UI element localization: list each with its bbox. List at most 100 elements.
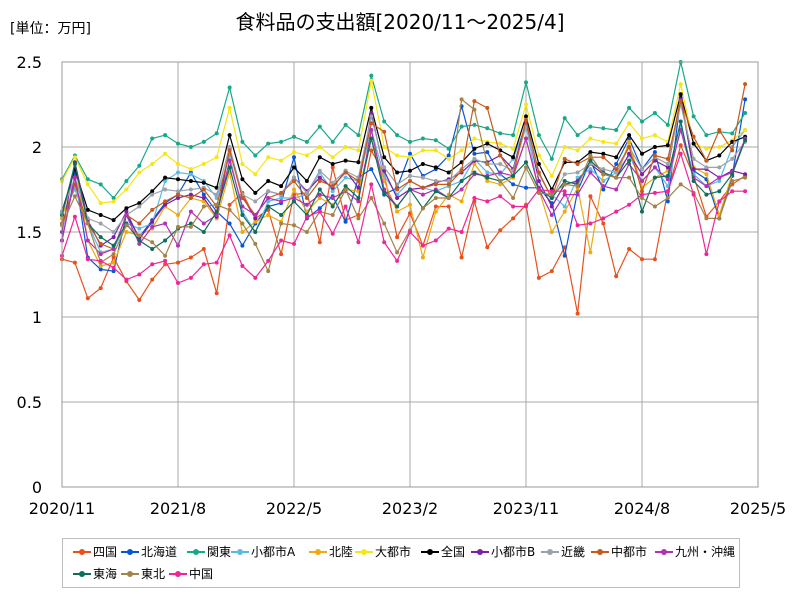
data-point xyxy=(176,189,180,194)
data-point xyxy=(665,143,670,148)
legend-label: 中国 xyxy=(189,567,214,581)
data-point xyxy=(240,204,245,209)
data-point xyxy=(627,175,632,180)
series-6 xyxy=(60,92,748,223)
data-point xyxy=(717,189,722,194)
data-point xyxy=(485,245,490,250)
data-point xyxy=(150,262,155,267)
data-point xyxy=(111,247,116,251)
data-point xyxy=(717,165,722,170)
data-point xyxy=(665,173,670,178)
data-point xyxy=(652,257,657,262)
data-point xyxy=(395,153,400,158)
data-point xyxy=(369,121,374,126)
data-point xyxy=(317,124,322,129)
series-line xyxy=(61,104,746,233)
data-point xyxy=(150,219,155,224)
data-point xyxy=(98,235,103,240)
data-point xyxy=(536,275,541,280)
data-point xyxy=(459,168,464,173)
legend-label: 北陸 xyxy=(329,545,354,559)
data-point xyxy=(240,196,245,200)
data-point xyxy=(420,185,425,190)
data-point xyxy=(446,182,451,187)
data-point xyxy=(640,119,644,124)
data-point xyxy=(601,151,606,156)
data-point xyxy=(382,119,387,124)
data-point xyxy=(601,184,606,189)
data-point xyxy=(317,155,322,160)
data-point xyxy=(614,167,619,172)
data-point xyxy=(665,177,670,182)
data-point xyxy=(408,168,412,173)
data-point xyxy=(356,196,361,200)
data-point xyxy=(150,277,155,282)
data-point xyxy=(279,252,284,257)
data-point xyxy=(498,228,503,233)
data-point xyxy=(614,162,619,166)
data-point xyxy=(511,204,516,209)
plot-frame xyxy=(61,61,759,488)
data-point xyxy=(382,168,387,173)
data-point xyxy=(446,170,451,175)
data-point xyxy=(614,175,619,180)
data-point xyxy=(743,128,748,132)
data-point xyxy=(743,97,748,102)
data-point xyxy=(588,153,593,158)
series-line xyxy=(61,98,746,273)
data-point xyxy=(575,175,580,180)
legend-item: 関東 xyxy=(187,543,231,560)
data-point xyxy=(111,243,116,248)
data-point xyxy=(433,138,438,143)
data-point xyxy=(459,124,464,129)
data-point xyxy=(317,187,322,192)
data-point xyxy=(163,179,168,183)
data-point xyxy=(382,129,387,134)
data-point xyxy=(395,235,400,240)
data-point xyxy=(640,192,644,197)
data-point xyxy=(188,209,193,214)
data-point xyxy=(201,262,206,267)
data-point xyxy=(214,192,219,197)
data-point xyxy=(227,133,232,138)
data-point xyxy=(343,145,348,149)
data-point xyxy=(150,224,155,229)
data-point xyxy=(227,85,232,90)
data-point xyxy=(562,145,567,149)
series-9 xyxy=(60,82,748,251)
data-point xyxy=(240,177,245,182)
data-point xyxy=(536,133,541,138)
data-point xyxy=(536,153,541,158)
data-point xyxy=(678,151,683,156)
data-point xyxy=(111,255,116,260)
legend-item: 大都市 xyxy=(355,543,411,560)
data-point xyxy=(382,240,387,245)
data-point xyxy=(420,175,425,180)
data-point xyxy=(691,179,696,183)
data-point xyxy=(382,190,387,195)
data-point xyxy=(137,170,142,175)
data-point xyxy=(459,230,464,234)
data-point xyxy=(163,151,168,156)
data-point xyxy=(575,192,580,197)
data-point xyxy=(201,247,206,251)
data-point xyxy=(498,131,503,136)
data-point xyxy=(124,179,129,183)
data-point xyxy=(201,230,206,234)
data-point xyxy=(498,153,503,158)
data-point xyxy=(85,182,90,187)
data-point xyxy=(253,172,258,177)
data-point xyxy=(717,128,722,132)
data-point xyxy=(627,121,632,126)
data-point xyxy=(743,138,748,143)
data-point xyxy=(627,158,632,163)
data-point xyxy=(176,196,180,200)
data-point xyxy=(382,179,387,183)
data-point xyxy=(459,255,464,260)
data-point xyxy=(124,277,129,282)
legend-item: 小都市A xyxy=(231,543,295,560)
data-point xyxy=(266,141,271,146)
data-point xyxy=(395,196,400,200)
data-point xyxy=(704,184,709,189)
data-point xyxy=(420,162,425,166)
